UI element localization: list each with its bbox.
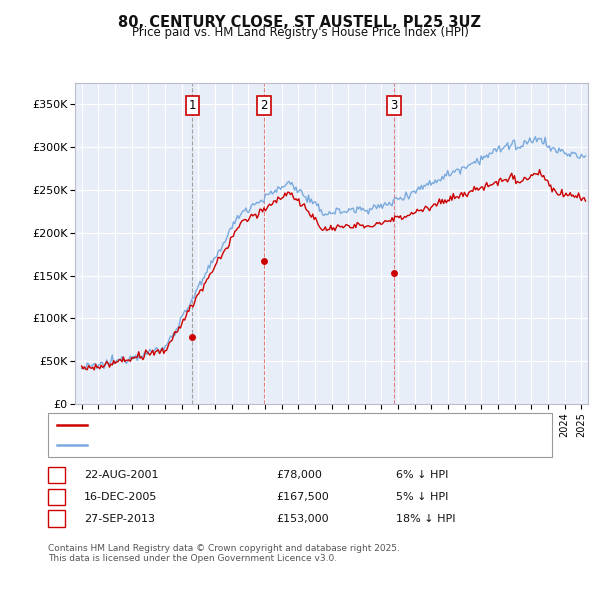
Text: 5% ↓ HPI: 5% ↓ HPI (396, 492, 448, 502)
Text: 80, CENTURY CLOSE, ST AUSTELL, PL25 3UZ (semi-detached house): 80, CENTURY CLOSE, ST AUSTELL, PL25 3UZ … (93, 421, 446, 430)
Text: £167,500: £167,500 (276, 492, 329, 502)
Text: 2: 2 (260, 99, 268, 112)
Text: 6% ↓ HPI: 6% ↓ HPI (396, 470, 448, 480)
Text: 27-SEP-2013: 27-SEP-2013 (84, 514, 155, 523)
Text: Contains HM Land Registry data © Crown copyright and database right 2025.
This d: Contains HM Land Registry data © Crown c… (48, 544, 400, 563)
Text: 1: 1 (53, 470, 60, 480)
Text: HPI: Average price, semi-detached house, Cornwall: HPI: Average price, semi-detached house,… (93, 440, 360, 450)
Text: 16-DEC-2005: 16-DEC-2005 (84, 492, 157, 502)
Text: 1: 1 (188, 99, 196, 112)
Text: £78,000: £78,000 (276, 470, 322, 480)
Text: Price paid vs. HM Land Registry's House Price Index (HPI): Price paid vs. HM Land Registry's House … (131, 26, 469, 39)
Text: 3: 3 (53, 514, 60, 523)
Text: 3: 3 (390, 99, 398, 112)
Text: 22-AUG-2001: 22-AUG-2001 (84, 470, 158, 480)
Text: £153,000: £153,000 (276, 514, 329, 523)
Text: 80, CENTURY CLOSE, ST AUSTELL, PL25 3UZ: 80, CENTURY CLOSE, ST AUSTELL, PL25 3UZ (119, 15, 482, 30)
Text: 18% ↓ HPI: 18% ↓ HPI (396, 514, 455, 523)
Text: 2: 2 (53, 492, 60, 502)
